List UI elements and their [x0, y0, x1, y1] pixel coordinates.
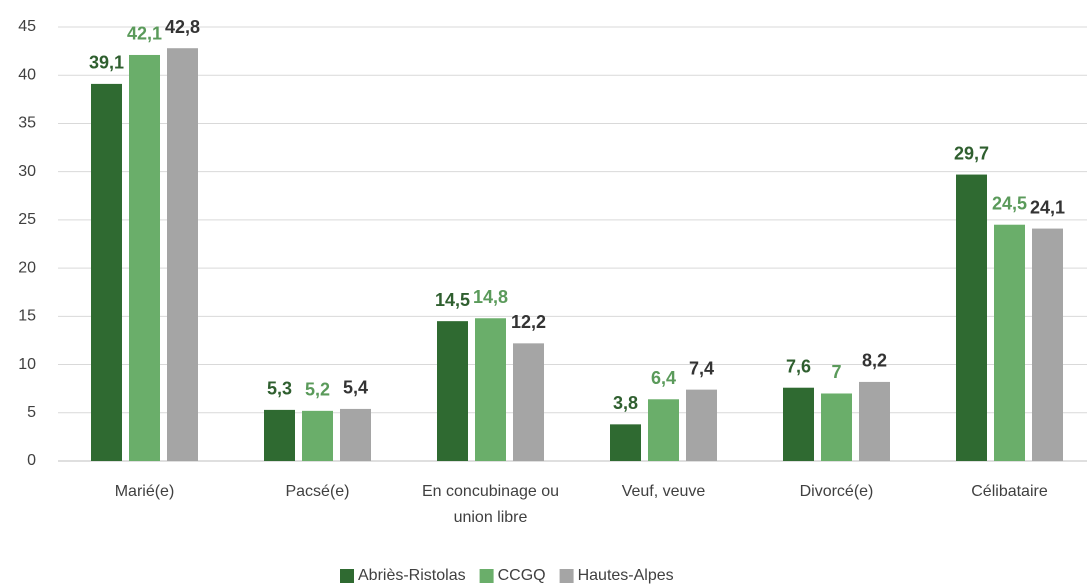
bar — [91, 83, 122, 461]
y-tick-label: 30 — [18, 163, 36, 180]
x-tick-label-box: Veuf, veuve — [621, 483, 706, 500]
bar — [302, 410, 333, 461]
value-label: 5,2 — [305, 380, 330, 400]
value-label: 12,2 — [511, 312, 546, 332]
y-tick-label: 5 — [27, 404, 36, 421]
value-label: 5,3 — [267, 379, 292, 399]
bar — [648, 399, 679, 461]
y-tick-label: 0 — [27, 452, 36, 469]
x-tick-label-box: Marié(e) — [114, 483, 175, 500]
bar — [1032, 228, 1063, 461]
bar — [859, 381, 890, 461]
x-tick-label-box: Pacsé(e) — [285, 483, 350, 500]
value-label: 7,6 — [786, 356, 811, 376]
y-tick-label: 45 — [18, 18, 36, 35]
legend-label: Hautes-Alpes — [578, 567, 674, 584]
x-tick-label-box: Divorcé(e) — [799, 483, 874, 500]
bar — [610, 424, 641, 461]
value-label: 8,2 — [862, 351, 887, 371]
x-tick-label: Marié(e) — [114, 483, 175, 500]
x-tick-label-box: En concubinage ou union libre — [422, 483, 559, 526]
bar — [956, 174, 987, 461]
x-tick-label: En concubinage ou union libre — [422, 483, 559, 526]
value-label: 7 — [831, 362, 841, 382]
bar — [340, 408, 371, 461]
y-tick-label: 10 — [18, 356, 36, 373]
value-label: 24,1 — [1030, 197, 1065, 217]
bar — [783, 387, 814, 461]
value-label: 29,7 — [954, 143, 989, 163]
y-tick-label: 15 — [18, 308, 36, 325]
x-tick-label: Pacsé(e) — [285, 483, 350, 500]
y-tick-label: 35 — [18, 115, 36, 132]
value-label: 7,4 — [689, 358, 714, 378]
bar — [475, 318, 506, 461]
y-tick-label: 40 — [18, 66, 36, 83]
bar — [513, 343, 544, 461]
bar — [437, 321, 468, 461]
x-tick-label: Célibataire — [971, 483, 1048, 500]
legend-swatch — [479, 569, 494, 583]
value-label: 3,8 — [613, 393, 638, 413]
bar — [167, 48, 198, 462]
y-tick-label: 20 — [18, 259, 36, 276]
legend-swatch — [340, 569, 354, 583]
x-tick-label: Divorcé(e) — [799, 483, 874, 500]
value-label: 42,1 — [127, 24, 162, 44]
bar — [686, 389, 717, 461]
value-label: 39,1 — [89, 53, 124, 73]
y-tick-label: 25 — [18, 211, 36, 228]
legend: Abriès-Ristolas CCGQ Hautes-Alpes — [340, 567, 674, 584]
value-label: 24,5 — [992, 193, 1027, 213]
legend-label: CCGQ — [498, 567, 546, 584]
bar — [264, 409, 295, 461]
value-label: 14,8 — [473, 287, 508, 307]
bar — [994, 224, 1025, 461]
value-label: 6,4 — [651, 368, 676, 388]
value-label: 14,5 — [435, 290, 470, 310]
value-label: 42,8 — [165, 17, 200, 37]
x-tick-label: Veuf, veuve — [621, 483, 706, 500]
legend-label: Abriès-Ristolas — [358, 567, 466, 584]
bar — [129, 54, 160, 462]
legend-swatch — [559, 569, 574, 583]
value-label: 5,4 — [343, 378, 368, 398]
bar — [821, 393, 852, 461]
x-tick-label-box: Célibataire — [971, 483, 1048, 500]
